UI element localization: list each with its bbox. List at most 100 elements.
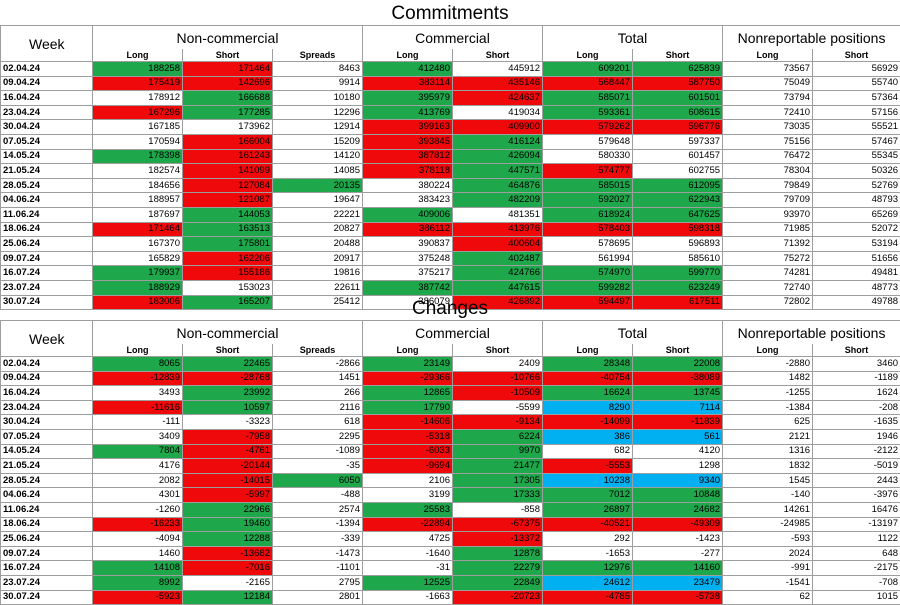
value-cell: 387742	[363, 280, 453, 295]
value-cell: -339	[273, 532, 363, 547]
value-cell: 625	[723, 415, 813, 430]
commitments-table: Week Non-commercial Commercial Total Non…	[0, 25, 900, 310]
value-cell: 12525	[363, 575, 453, 590]
week-cell: 23.04.24	[1, 400, 93, 415]
value-cell: -31	[363, 561, 453, 576]
value-cell: 1832	[723, 459, 813, 474]
value-cell: 10597	[183, 400, 273, 415]
value-cell: 4301	[93, 488, 183, 503]
value-cell: 76472	[723, 149, 813, 164]
value-cell: -1473	[273, 546, 363, 561]
value-cell: -38089	[633, 371, 723, 386]
value-cell: 419034	[453, 105, 543, 120]
week-cell: 21.05.24	[1, 459, 93, 474]
value-cell: -2866	[273, 357, 363, 372]
value-cell: 48793	[813, 193, 900, 208]
value-cell: 20827	[273, 222, 363, 237]
week-cell: 25.06.24	[1, 532, 93, 547]
value-cell: 62	[723, 590, 813, 605]
value-cell: 1122	[813, 532, 900, 547]
value-cell: 141099	[183, 164, 273, 179]
value-cell: 648	[813, 546, 900, 561]
value-cell: 383114	[363, 76, 453, 91]
value-cell: 22465	[183, 357, 273, 372]
value-cell: 8290	[543, 400, 633, 415]
value-cell: -14015	[183, 473, 273, 488]
week-cell: 23.07.24	[1, 280, 93, 295]
value-cell: 17790	[363, 400, 453, 415]
value-cell: -1384	[723, 400, 813, 415]
subheader-noncommercial-short: Short	[183, 49, 273, 62]
value-cell: 188929	[93, 280, 183, 295]
value-cell: 585015	[543, 178, 633, 193]
value-cell: 2801	[273, 590, 363, 605]
value-cell: 65269	[813, 207, 900, 222]
value-cell: 402487	[453, 251, 543, 266]
value-cell: -5599	[453, 400, 543, 415]
value-cell: 647625	[633, 207, 723, 222]
value-cell: 52072	[813, 222, 900, 237]
value-cell: 482209	[453, 193, 543, 208]
week-cell: 07.05.24	[1, 134, 93, 149]
value-cell: 52769	[813, 178, 900, 193]
value-cell: 166688	[183, 91, 273, 106]
value-cell: 55521	[813, 120, 900, 135]
value-cell: 568447	[543, 76, 633, 91]
value-cell: 20917	[273, 251, 363, 266]
value-cell: 386	[543, 429, 633, 444]
value-cell: 3493	[93, 386, 183, 401]
value-cell: 167296	[93, 105, 183, 120]
value-cell: 375217	[363, 266, 453, 281]
value-cell: 161243	[183, 149, 273, 164]
value-cell: 179937	[93, 266, 183, 281]
value-cell: 7114	[633, 400, 723, 415]
value-cell: 173962	[183, 120, 273, 135]
value-cell: 24682	[633, 502, 723, 517]
value-cell: 12878	[453, 546, 543, 561]
value-cell: -4094	[93, 532, 183, 547]
value-cell: 23479	[633, 575, 723, 590]
value-cell: 93970	[723, 207, 813, 222]
value-cell: 409006	[363, 207, 453, 222]
value-cell: 390837	[363, 237, 453, 252]
value-cell: -24985	[723, 517, 813, 532]
changes-title: Changes	[0, 298, 900, 320]
value-cell: 14085	[273, 164, 363, 179]
value-cell: 184656	[93, 178, 183, 193]
value-cell: 3199	[363, 488, 453, 503]
value-cell: 57364	[813, 91, 900, 106]
subheader-spreads: Spreads	[273, 49, 363, 62]
value-cell: 14160	[633, 561, 723, 576]
value-cell: 1545	[723, 473, 813, 488]
week-cell: 04.06.24	[1, 488, 93, 503]
value-cell: 55345	[813, 149, 900, 164]
value-cell: 72740	[723, 280, 813, 295]
value-cell: 25583	[363, 502, 453, 517]
value-cell: 12865	[363, 386, 453, 401]
value-cell: 16476	[813, 502, 900, 517]
value-cell: 12184	[183, 590, 273, 605]
week-cell: 23.04.24	[1, 105, 93, 120]
value-cell: 4120	[633, 444, 723, 459]
week-cell: 11.06.24	[1, 207, 93, 222]
value-cell: 75156	[723, 134, 813, 149]
value-cell: 585071	[543, 91, 633, 106]
week-header: Week	[1, 26, 93, 62]
value-cell: -9694	[363, 459, 453, 474]
value-cell: 79849	[723, 178, 813, 193]
value-cell: 121087	[183, 193, 273, 208]
week-cell: 14.05.24	[1, 444, 93, 459]
value-cell: 609201	[543, 62, 633, 77]
